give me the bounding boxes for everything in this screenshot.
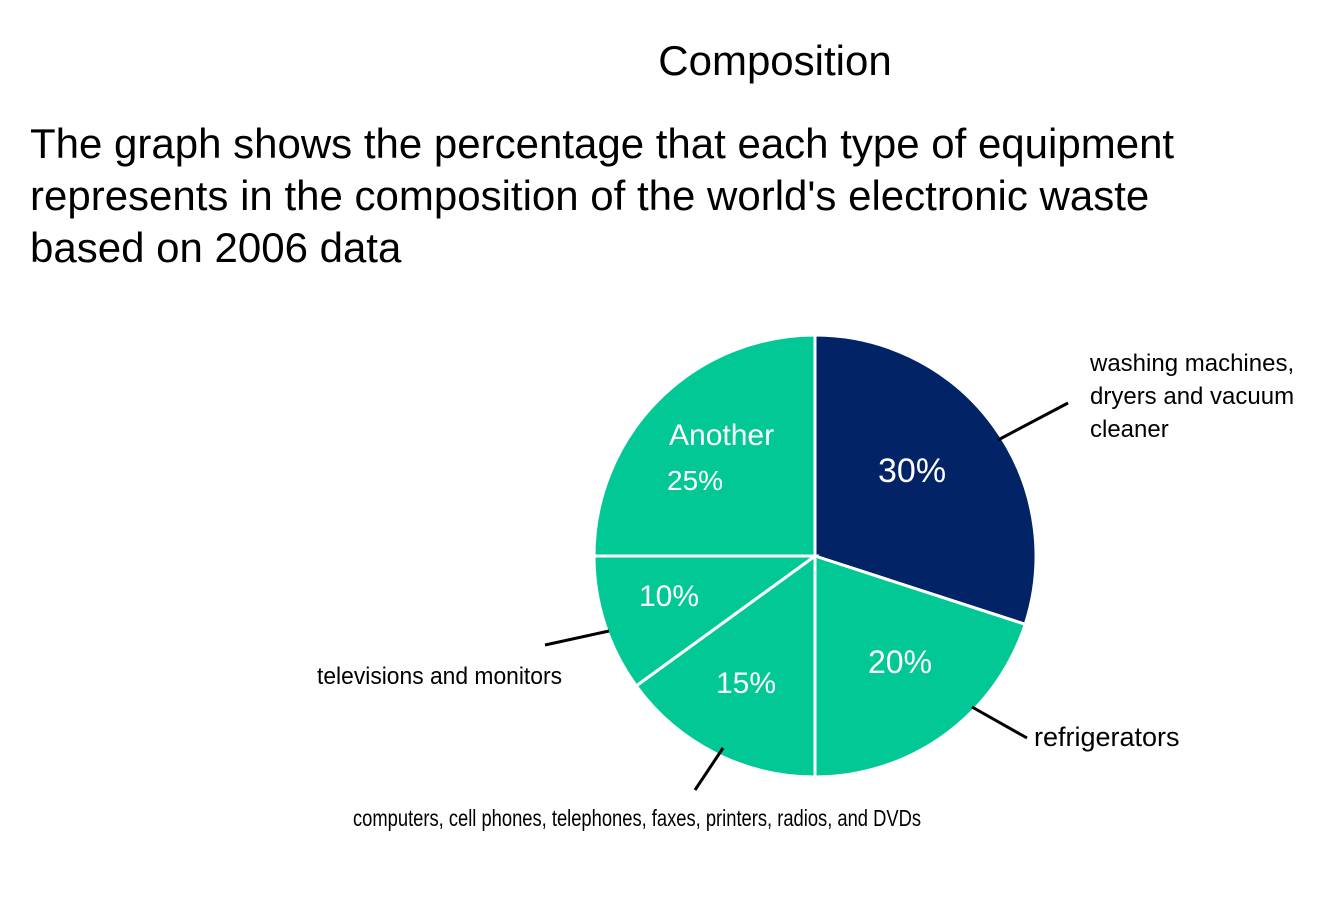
subtitle-line-3: based on 2006 data: [30, 224, 402, 271]
pie-slice-washing-machines: [813, 333, 1038, 627]
leader-line-washing-machines: [997, 401, 1069, 442]
leader-line-televisions: [544, 629, 610, 647]
pie-slice-another: [592, 333, 817, 558]
callout-label-washing-machines-line-1: washing machines,: [1089, 350, 1294, 377]
pie-slice-computers: [634, 553, 817, 779]
chart-title: Composition: [658, 37, 892, 84]
pie-slice-televisions: [592, 554, 820, 688]
slice-value-label-televisions: 10%: [639, 580, 699, 613]
callout-label-washing-machines-line-3: cleaner: [1090, 416, 1169, 443]
slice-value-label-refrigerators: 20%: [868, 644, 932, 680]
subtitle-line-1: The graph shows the percentage that each…: [30, 120, 1175, 167]
chart-subtitle: The graph shows the percentage that each…: [30, 118, 1300, 274]
leader-line-refrigerators: [971, 705, 1028, 740]
slice-value-label-another: 25%: [667, 465, 723, 496]
slice-name-label-another: Another: [669, 419, 774, 452]
pie-slices: [592, 333, 1038, 779]
subtitle-line-2: represents in the composition of the wor…: [30, 172, 1150, 219]
slice-value-label-computers: 15%: [716, 667, 776, 700]
leader-lines: [544, 401, 1069, 791]
callout-label-washing-machines-line-2: dryers and vacuum: [1090, 383, 1294, 410]
callout-label-refrigerators: refrigerators: [1034, 722, 1180, 752]
callout-label-computers: computers, cell phones, telephones, faxe…: [353, 805, 921, 831]
leader-line-computers: [693, 747, 725, 791]
callout-label-televisions: televisions and monitors: [317, 663, 562, 690]
pie-slice-refrigerators: [813, 553, 1028, 779]
slice-value-label-washing-machines: 30%: [878, 452, 946, 490]
